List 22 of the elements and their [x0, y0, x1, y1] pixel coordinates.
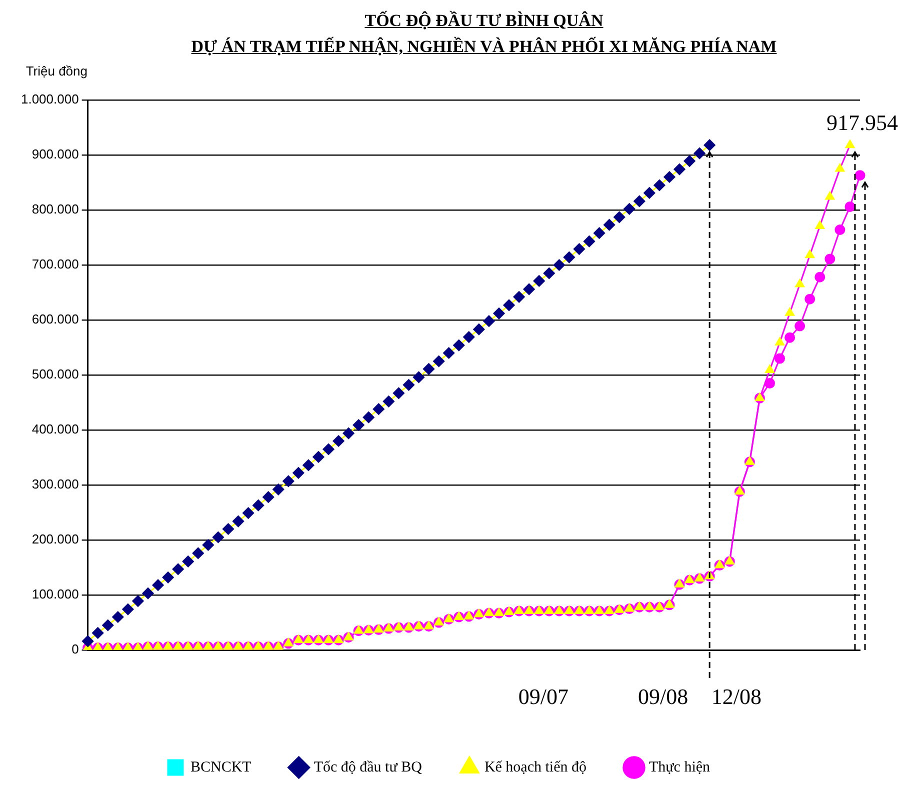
legend-label: BCNCKT	[190, 759, 252, 776]
y-tick-label: 400.000	[32, 422, 79, 437]
annotation: 917.954	[826, 110, 898, 135]
chart-subtitle: DỰ ÁN TRẠM TIẾP NHẬN, NGHIỀN VÀ PHÂN PHỐI XI MĂNG PHÍA NAM	[190, 36, 778, 58]
y-tick-label: 0	[72, 642, 79, 657]
y-tick-label: 200.000	[32, 532, 79, 547]
y-tick-label: 800.000	[32, 202, 79, 217]
y-axis-title: Triệu đồng	[26, 64, 88, 79]
legend-label: Thực hiện	[648, 759, 711, 776]
y-tick-label: 600.000	[32, 312, 79, 327]
text: 12/08	[711, 684, 762, 709]
text: 09/07	[518, 684, 568, 709]
legend-label: Tốc độ đầu tư BQ	[314, 759, 422, 776]
legend-label: Kế hoạch tiến độ	[484, 759, 587, 776]
y-tick-label: 1.000.000	[20, 92, 79, 107]
text: 09/08	[638, 684, 688, 709]
chart-title: TỐC ĐỘ ĐẦU TƯ BÌNH QUÂN	[364, 10, 604, 32]
y-tick-label: 100.000	[32, 586, 79, 602]
y-tick-label: 700.000	[32, 256, 79, 272]
y-tick-label: 900.000	[32, 146, 79, 162]
y-tick-label: 500.000	[32, 366, 79, 382]
y-tick-label: 300.000	[32, 476, 79, 492]
